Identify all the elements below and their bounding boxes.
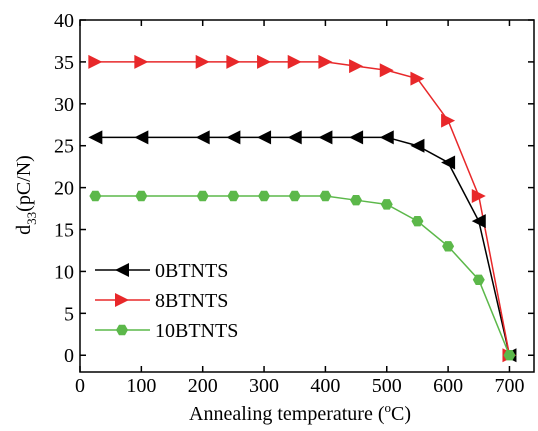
marker bbox=[257, 54, 272, 69]
marker bbox=[442, 241, 455, 252]
marker bbox=[135, 190, 148, 202]
y-axis-label: d33(pC/N) bbox=[13, 155, 39, 235]
marker bbox=[471, 189, 486, 203]
marker bbox=[195, 130, 210, 145]
y-tick-label: 30 bbox=[54, 94, 74, 116]
x-tick-label: 300 bbox=[249, 375, 279, 397]
marker bbox=[503, 350, 516, 361]
y-tick-label: 0 bbox=[64, 345, 74, 367]
y-tick-label: 20 bbox=[54, 178, 74, 200]
marker bbox=[349, 59, 364, 74]
legend-marker bbox=[116, 324, 128, 336]
marker bbox=[258, 190, 271, 202]
marker bbox=[410, 138, 425, 153]
legend-marker bbox=[115, 263, 129, 277]
marker bbox=[471, 214, 486, 229]
marker bbox=[226, 54, 241, 69]
marker bbox=[441, 155, 456, 170]
marker bbox=[196, 190, 209, 202]
marker bbox=[88, 54, 103, 69]
y-tick-label: 10 bbox=[54, 261, 74, 283]
legend-label: 0BTNTS bbox=[155, 260, 228, 282]
marker bbox=[257, 130, 272, 145]
marker bbox=[226, 130, 241, 145]
x-tick-label: 400 bbox=[310, 375, 340, 397]
y-tick-label: 35 bbox=[54, 52, 74, 74]
marker bbox=[195, 54, 210, 69]
marker bbox=[318, 130, 333, 145]
x-axis-label: Annealing temperature (oC) bbox=[189, 400, 411, 425]
x-tick-label: 100 bbox=[126, 375, 156, 397]
plot-frame bbox=[79, 19, 535, 373]
marker bbox=[349, 130, 364, 145]
marker bbox=[288, 190, 301, 202]
marker bbox=[88, 130, 103, 145]
marker bbox=[319, 190, 332, 202]
marker bbox=[89, 190, 102, 202]
y-tick-label: 40 bbox=[54, 10, 74, 32]
marker bbox=[350, 194, 363, 206]
x-tick-label: 200 bbox=[188, 375, 218, 397]
marker bbox=[287, 54, 302, 69]
marker bbox=[227, 190, 240, 202]
marker bbox=[318, 54, 333, 69]
marker bbox=[441, 113, 456, 128]
y-tick-label: 5 bbox=[64, 303, 74, 325]
y-tick-label: 25 bbox=[54, 136, 74, 158]
legend-marker bbox=[115, 293, 129, 307]
marker bbox=[411, 215, 424, 227]
marker bbox=[472, 274, 485, 286]
x-tick-label: 500 bbox=[372, 375, 402, 397]
marker bbox=[134, 130, 149, 145]
legend-label: 10BTNTS bbox=[155, 320, 238, 342]
marker bbox=[410, 71, 425, 86]
marker bbox=[379, 63, 394, 78]
x-tick-label: 600 bbox=[433, 375, 463, 397]
marker bbox=[134, 54, 149, 69]
y-tick-label: 15 bbox=[54, 220, 74, 242]
x-tick-label: 700 bbox=[494, 375, 524, 397]
marker bbox=[379, 130, 394, 145]
legend-label: 8BTNTS bbox=[155, 290, 228, 312]
marker bbox=[287, 130, 302, 145]
marker bbox=[380, 199, 393, 210]
x-tick-label: 0 bbox=[75, 375, 85, 397]
